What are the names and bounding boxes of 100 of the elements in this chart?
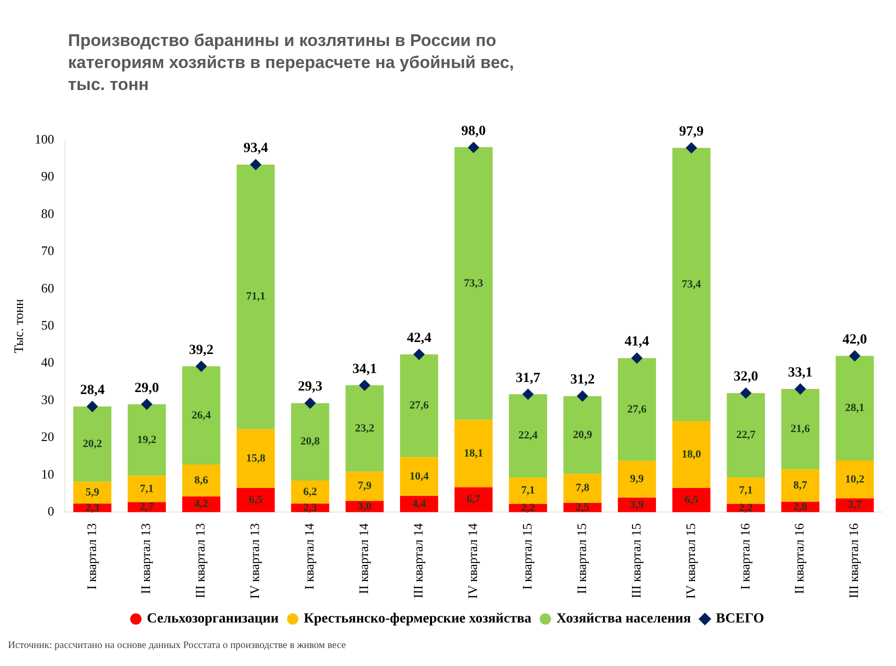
x-tick-label: III квартал 14 — [410, 522, 426, 598]
y-tick-label: 70 — [41, 243, 54, 258]
data-label: 8,6 — [194, 474, 209, 486]
point — [576, 390, 588, 402]
x-tick-label: IV квартал 15 — [682, 523, 698, 599]
data-label: 93,4 — [243, 141, 268, 156]
bar — [563, 474, 602, 503]
bar — [128, 476, 166, 502]
x-tick-label: III квартал 13 — [192, 523, 208, 598]
data-label: 3,0 — [358, 500, 372, 512]
x-tick-label: II квартал 13 — [138, 523, 154, 594]
bar — [672, 488, 710, 512]
legend-label: Хозяйства населения — [556, 612, 692, 627]
data-label: 31,2 — [570, 372, 595, 388]
x-tick-label: I квартал 14 — [302, 522, 317, 590]
bar — [73, 482, 112, 504]
bar — [836, 460, 874, 498]
point — [250, 159, 262, 170]
bar — [508, 478, 548, 504]
x-tick-label: III квартал 16 — [846, 522, 862, 598]
data-label: 2,7 — [140, 501, 154, 514]
bar — [73, 406, 112, 482]
data-label: 5,9 — [85, 486, 100, 498]
point — [740, 388, 752, 399]
bar — [128, 404, 166, 476]
data-label: 39,2 — [189, 342, 214, 358]
bar — [726, 393, 765, 478]
data-label: 26,4 — [192, 409, 212, 422]
x-tick-label: IV квартал 14 — [464, 522, 480, 599]
bar — [672, 148, 710, 422]
data-label: 7,1 — [140, 482, 154, 495]
point — [359, 380, 370, 391]
data-label: 20,8 — [300, 436, 320, 448]
data-label: 23,2 — [355, 422, 375, 434]
x-tick-label: I квартал 15 — [519, 523, 534, 590]
bar — [346, 472, 384, 502]
data-label: 6,5 — [248, 494, 264, 506]
y-tick-label: 90 — [41, 168, 54, 184]
bar — [236, 429, 275, 488]
data-label: 2,2 — [738, 502, 754, 514]
y-tick-label: 60 — [41, 280, 54, 296]
y-tick-label: 40 — [41, 354, 54, 370]
data-label: 34,1 — [352, 362, 377, 377]
bar — [236, 488, 275, 512]
chart-title: Производство баранины и козлятины в России по категориям хозяйств в перерасчете на убойный вес, тыс. тонн — [68, 30, 516, 96]
data-label: 28,1 — [845, 402, 864, 414]
data-label: 4,4 — [412, 498, 426, 510]
point — [86, 400, 98, 412]
y-tick-label: 100 — [34, 131, 54, 146]
data-label: 3,9 — [630, 498, 644, 511]
bar — [618, 460, 656, 498]
bar — [726, 478, 765, 504]
x-tick-label: I квартал 13 — [84, 523, 99, 590]
data-label: 71,1 — [246, 290, 266, 303]
data-label: 42,4 — [406, 330, 432, 346]
data-label: 22,4 — [518, 430, 538, 442]
x-tick-label: II квартал 16 — [792, 522, 807, 594]
bar — [563, 396, 602, 474]
data-label: 2,5 — [576, 501, 590, 514]
data-label: 3,7 — [848, 499, 862, 512]
data-label: 31,7 — [516, 370, 540, 386]
data-label: 2,8 — [793, 500, 808, 513]
bar — [781, 388, 820, 470]
x-tick-label: II квартал 14 — [356, 522, 372, 594]
bar — [236, 164, 275, 430]
data-label: 33,1 — [788, 366, 813, 381]
data-label: 20,2 — [82, 438, 102, 450]
bar — [454, 147, 493, 420]
bar — [508, 394, 548, 478]
data-label: 2,2 — [521, 502, 536, 514]
data-label: 10,2 — [845, 473, 865, 486]
data-label: 6,2 — [303, 486, 318, 498]
data-label: 21,6 — [790, 423, 810, 436]
data-label: 20,9 — [572, 428, 593, 441]
bar — [836, 498, 874, 512]
point — [196, 360, 207, 372]
data-label: 97,9 — [679, 124, 704, 140]
x-tick-label: IV квартал 13 — [247, 523, 262, 599]
data-label: 2,3 — [303, 502, 318, 514]
point — [468, 142, 480, 153]
y-tick-label: 20 — [41, 429, 54, 444]
y-tick-label: 30 — [41, 392, 54, 407]
bar — [291, 403, 330, 481]
point — [686, 142, 697, 154]
point — [414, 348, 425, 360]
data-label: 27,6 — [627, 403, 648, 416]
bar — [400, 354, 438, 458]
data-label: 7,1 — [521, 484, 535, 497]
data-label: 6,5 — [684, 494, 699, 506]
bar — [182, 366, 220, 465]
data-label: 28,4 — [80, 383, 105, 398]
data-label: 32,0 — [734, 370, 758, 385]
bar — [454, 420, 493, 488]
x-tick-label: I квартал 16 — [737, 522, 752, 590]
x-tick-label: II квартал 15 — [574, 523, 589, 594]
data-label: 27,6 — [409, 400, 430, 412]
legend-label: Крестьянско-фермерские хозяйства — [304, 612, 532, 627]
bar — [618, 358, 656, 461]
bar — [836, 356, 874, 460]
text: Источник: рассчитано на основе данных Росстата о производстве в живом весе — [8, 640, 347, 651]
